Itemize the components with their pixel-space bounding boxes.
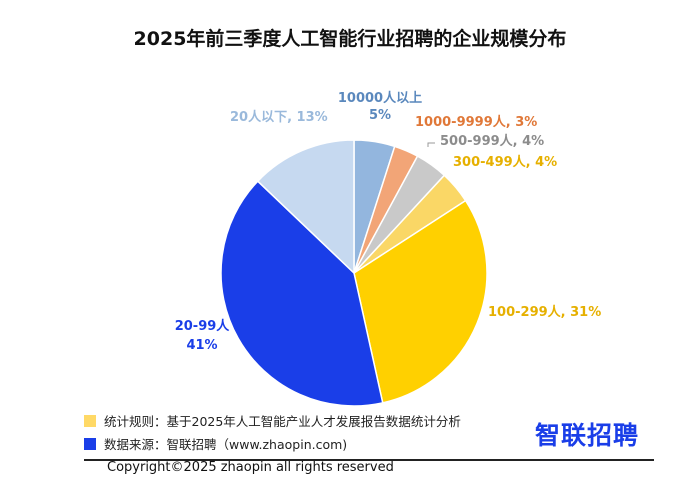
slice-label-5: 20-99人 bbox=[175, 318, 231, 334]
leader-line bbox=[427, 142, 435, 147]
pie-slice-5 bbox=[220, 180, 384, 407]
slice-label-2: 500-999人, 4% bbox=[440, 133, 544, 149]
copyright: Copyright©2025 zhaopin all rights reserv… bbox=[107, 460, 394, 475]
pie-slice-6 bbox=[256, 139, 355, 275]
slice-label-6: 20人以下, 13% bbox=[230, 109, 328, 125]
legend-text: 数据来源：智联招聘（www.zhaopin.com) bbox=[104, 437, 348, 452]
slice-label-1: 1000-9999人, 3% bbox=[415, 114, 537, 130]
slice-label-4: 100-299人, 31% bbox=[488, 304, 601, 320]
legend-swatch bbox=[84, 437, 96, 450]
chart-title: 2025年前三季度人工智能行业招聘的企业规模分布 bbox=[133, 28, 567, 50]
divider bbox=[84, 459, 654, 461]
legend-item-rule: 统计规则：基于2025年人工智能产业人才发展报告数据统计分析 bbox=[84, 411, 461, 430]
slice-label-0: 10000人以上 bbox=[338, 90, 422, 106]
pie-slice-4 bbox=[353, 199, 488, 404]
zhaopin-logo: 智联招聘 bbox=[535, 421, 640, 450]
slice-label-3: 300-499人, 4% bbox=[453, 154, 557, 170]
slice-pct-label-0: 5% bbox=[369, 108, 391, 123]
legend-text: 统计规则：基于2025年人工智能产业人才发展报告数据统计分析 bbox=[104, 414, 461, 429]
slice-pct-label-5: 41% bbox=[186, 338, 217, 353]
legend-swatch bbox=[84, 414, 96, 427]
legend-item-source: 数据来源：智联招聘（www.zhaopin.com) bbox=[84, 434, 347, 453]
